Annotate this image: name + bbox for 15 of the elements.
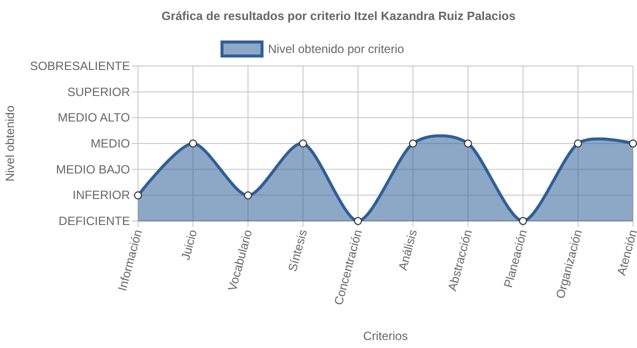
x-axis-title: Criterios — [363, 329, 408, 343]
legend-label: Nivel obtenido por criterio — [268, 42, 404, 56]
x-tick-label: Juicio — [178, 228, 200, 262]
text: SOBRESALIENTE — [30, 59, 130, 73]
text: SUPERIOR — [67, 84, 130, 99]
text: DEFICIENTE — [58, 214, 130, 228]
text: INFERIOR — [72, 188, 130, 202]
text: MEDIO — [90, 136, 130, 150]
text: MEDIO ALTO — [58, 110, 130, 125]
x-tick-label: Atención — [614, 228, 637, 277]
chart-title: Gráfica de resultados por criterio Itzel Kazandra Ruiz Palacios — [161, 9, 516, 23]
x-tick-label: Análisis — [396, 228, 420, 272]
text: Nivel obtenido — [3, 105, 17, 182]
text: MEDIO BAJO — [56, 162, 130, 176]
x-tick-label: Síntesis — [285, 228, 310, 274]
